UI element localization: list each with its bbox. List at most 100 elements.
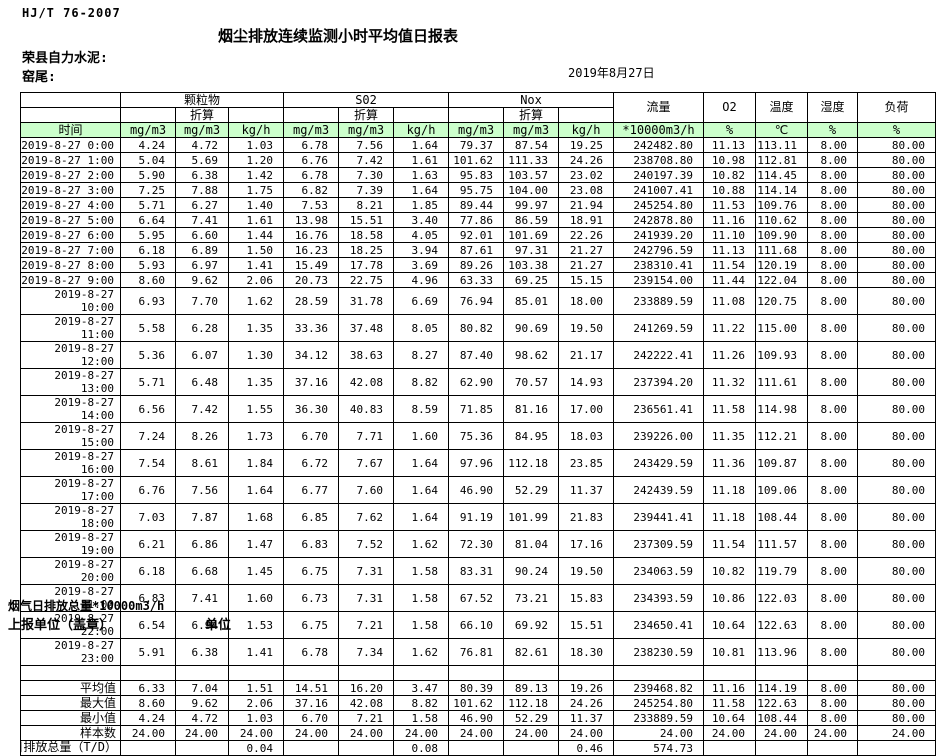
value-cell: 11.44 — [703, 272, 757, 288]
col-group-pm: 颗粒物 — [119, 92, 285, 108]
value-cell: 80.00 — [857, 368, 937, 396]
reporting-unit-label: 上报单位（盖章） — [8, 618, 113, 633]
value-cell: 18.58 — [338, 227, 395, 243]
value-cell: 8.00 — [807, 152, 859, 168]
summary-value-cell: 8.00 — [807, 695, 859, 711]
unit-so2-kgh: kg/h — [393, 122, 450, 138]
value-cell: 6.83 — [283, 530, 340, 558]
table-row: 2019-8-27 14:00 6.56 7.42 1.55 36.30 40.83 8.5… — [20, 395, 937, 423]
time-cell: 2019-8-27 10:00 — [20, 287, 121, 315]
value-cell: 18.91 — [558, 212, 615, 228]
value-cell: 10.82 — [703, 557, 757, 585]
table-row: 2019-8-27 5:00 6.64 7.41 1.61 13.98 15.51 3.40… — [20, 212, 937, 228]
summary-value-cell: 14.51 — [283, 680, 340, 696]
col-temperature: 温度 — [755, 92, 809, 123]
value-cell: 103.38 — [503, 257, 560, 273]
table-row: 2019-8-27 13:00 5.71 6.48 1.35 37.16 42.08 8.8… — [20, 368, 937, 396]
value-cell: 7.39 — [338, 182, 395, 198]
nox-converted-label: 折算 — [503, 107, 560, 123]
value-cell: 80.00 — [857, 341, 937, 369]
value-cell: 69.25 — [503, 272, 560, 288]
value-cell: 83.31 — [448, 557, 505, 585]
value-cell: 6.77 — [283, 476, 340, 504]
value-cell: 84.95 — [503, 422, 560, 450]
value-cell: 87.54 — [503, 137, 560, 153]
col-group-so2: S02 — [283, 92, 450, 108]
value-cell: 97.96 — [448, 449, 505, 477]
blank-header-cell — [20, 107, 121, 123]
blank-header-cell — [283, 107, 340, 123]
value-cell: 8.05 — [393, 314, 450, 342]
value-cell: 242222.41 — [613, 341, 705, 369]
value-cell: 7.53 — [283, 197, 340, 213]
value-cell: 114.14 — [755, 182, 809, 198]
value-cell: 1.58 — [393, 584, 450, 612]
value-cell: 11.54 — [703, 257, 757, 273]
value-cell: 238708.80 — [613, 152, 705, 168]
value-cell: 7.87 — [175, 503, 229, 531]
value-cell: 80.00 — [857, 449, 937, 477]
col-flow: 流量 — [613, 92, 705, 123]
value-cell: 112.81 — [755, 152, 809, 168]
value-cell: 76.94 — [448, 287, 505, 315]
value-cell: 8.00 — [807, 530, 859, 558]
value-cell: 239441.41 — [613, 503, 705, 531]
summary-value-cell: 19.26 — [558, 680, 615, 696]
summary-value-cell: 24.00 — [857, 725, 937, 741]
value-cell: 241269.59 — [613, 314, 705, 342]
value-cell: 234650.41 — [613, 611, 705, 639]
empty-cell — [283, 665, 340, 681]
time-cell: 2019-8-27 9:00 — [20, 272, 121, 288]
summary-value-cell: 24.00 — [393, 725, 450, 741]
value-cell: 7.25 — [120, 182, 176, 198]
value-cell: 120.75 — [755, 287, 809, 315]
value-cell: 1.73 — [227, 422, 285, 450]
value-cell: 109.93 — [755, 341, 809, 369]
value-cell: 8.00 — [807, 449, 859, 477]
value-cell: 5.58 — [120, 314, 176, 342]
unit-label: 单位 — [205, 618, 232, 633]
value-cell: 7.31 — [338, 584, 395, 612]
blank-header-cell — [20, 92, 121, 108]
value-cell: 120.19 — [755, 257, 809, 273]
empty-cell — [175, 665, 229, 681]
pm-converted-label: 折算 — [175, 107, 229, 123]
value-cell: 1.61 — [227, 212, 285, 228]
value-cell: 7.88 — [175, 182, 229, 198]
unit-o2-percent: % — [703, 122, 757, 138]
value-cell: 21.17 — [558, 341, 615, 369]
time-cell: 2019-8-27 17:00 — [20, 476, 121, 504]
value-cell: 80.00 — [857, 584, 937, 612]
summary-value-cell: 24.00 — [175, 725, 229, 741]
value-cell: 1.64 — [227, 476, 285, 504]
value-cell: 18.00 — [558, 287, 615, 315]
summary-value-cell: 0.08 — [393, 740, 450, 756]
value-cell: 80.00 — [857, 152, 937, 168]
value-cell: 14.93 — [558, 368, 615, 396]
report-date: 2019年8月27日 — [568, 66, 655, 80]
value-cell: 109.76 — [755, 197, 809, 213]
value-cell: 8.00 — [807, 242, 859, 258]
value-cell: 6.78 — [283, 167, 340, 183]
value-cell: 7.21 — [338, 611, 395, 639]
report-table: 颗粒物 S02 Nox 流量 O2 温度 湿度 负荷 折算 折算 折算 时间 m… — [20, 92, 937, 756]
value-cell: 1.62 — [227, 287, 285, 315]
value-cell: 80.00 — [857, 476, 937, 504]
value-cell: 6.60 — [175, 227, 229, 243]
value-cell: 6.54 — [120, 611, 176, 639]
value-cell: 6.07 — [175, 341, 229, 369]
table-row: 2019-8-27 0:00 4.24 4.72 1.03 6.78 7.56 1.64 79… — [20, 137, 937, 153]
value-cell: 1.35 — [227, 314, 285, 342]
value-cell: 8.00 — [807, 422, 859, 450]
value-cell: 238230.59 — [613, 638, 705, 666]
value-cell: 8.00 — [807, 611, 859, 639]
value-cell: 109.90 — [755, 227, 809, 243]
value-cell: 237309.59 — [613, 530, 705, 558]
time-cell: 2019-8-27 7:00 — [20, 242, 121, 258]
value-cell: 16.76 — [283, 227, 340, 243]
value-cell: 10.81 — [703, 638, 757, 666]
value-cell: 80.00 — [857, 212, 937, 228]
value-cell: 8.00 — [807, 341, 859, 369]
time-cell: 2019-8-27 19:00 — [20, 530, 121, 558]
summary-row: 最大值 8.60 9.62 2.06 37.16 42.08 8.82 101.62 112.1… — [20, 695, 937, 711]
